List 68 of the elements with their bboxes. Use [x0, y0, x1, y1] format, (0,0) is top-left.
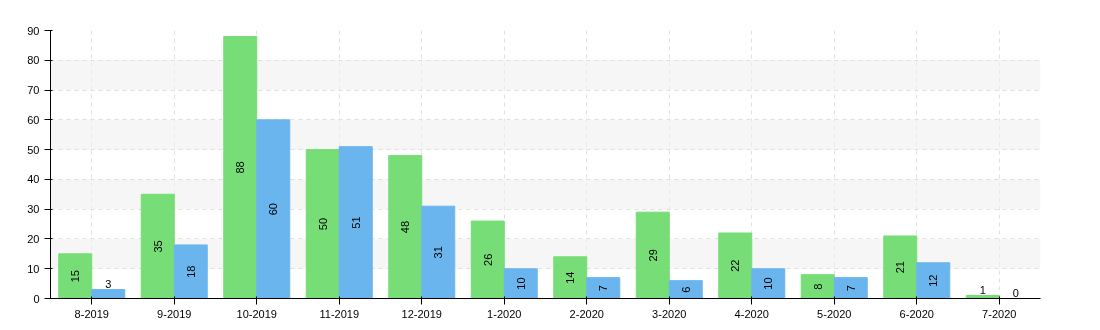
bar: [751, 268, 786, 299]
data-label: 3: [105, 277, 112, 290]
data-label: 7: [597, 285, 610, 292]
bar: [503, 268, 538, 299]
x-tick-label: 11-2019: [319, 307, 360, 320]
y-tick-label: 0: [33, 292, 40, 305]
data-label: 60: [267, 203, 280, 216]
data-label: 50: [316, 217, 329, 231]
data-label: 6: [679, 286, 692, 293]
y-tick-label: 20: [27, 232, 40, 245]
bar: [338, 146, 373, 299]
data-label: 14: [564, 271, 577, 284]
x-tick-label: 7-2020: [982, 307, 1017, 320]
data-label: 22: [729, 259, 742, 272]
x-tick-label: 1-2020: [487, 307, 522, 320]
x-tick-label: 12-2019: [401, 307, 442, 320]
bar: [256, 119, 291, 299]
y-tick-label: 50: [27, 143, 40, 156]
x-tick-label: 9-2019: [157, 307, 192, 320]
x-tick-label: 8-2019: [74, 307, 109, 320]
y-tick-label: 30: [27, 203, 40, 216]
data-label: 29: [646, 249, 659, 262]
y-tick-label: 10: [27, 262, 40, 275]
data-label: 12: [927, 274, 940, 287]
bar: [421, 205, 456, 299]
x-tick-label: 3-2020: [652, 307, 687, 320]
data-label: 48: [399, 220, 412, 234]
data-label: 26: [481, 253, 494, 266]
bar: [635, 211, 670, 299]
bar: [173, 244, 208, 299]
bar: [91, 289, 126, 299]
y-tick-label: 60: [27, 113, 40, 126]
x-tick-label: 5-2020: [817, 307, 852, 320]
bar: [470, 220, 505, 299]
data-label: 88: [234, 161, 247, 174]
bar: [553, 256, 588, 299]
bar: [718, 232, 753, 299]
data-label: 21: [894, 261, 907, 274]
y-tick-label: 70: [27, 84, 40, 97]
bar: [668, 280, 703, 299]
data-label: 8: [811, 283, 824, 290]
data-label: 15: [69, 270, 82, 283]
bar: [883, 235, 918, 299]
bar: [223, 35, 258, 299]
bar: [305, 149, 340, 299]
data-label: 35: [151, 240, 164, 253]
x-tick-label: 4-2020: [734, 307, 769, 320]
x-tick-label: 2-2020: [569, 307, 604, 320]
y-tick-label: 80: [27, 54, 40, 67]
y-tick-label: 40: [27, 173, 40, 186]
bar: [800, 274, 835, 299]
x-tick-label: 10-2019: [236, 307, 277, 320]
bar: [140, 193, 175, 299]
x-tick-label: 6-2020: [899, 307, 934, 320]
data-label: 10: [762, 277, 775, 290]
data-label: 31: [432, 246, 445, 259]
data-label: 51: [349, 216, 362, 229]
y-tick-label: 90: [27, 24, 40, 37]
data-label: 7: [844, 285, 857, 292]
bar: [586, 277, 621, 299]
bar: [58, 253, 93, 299]
data-label: 0: [1012, 286, 1019, 299]
data-label: 18: [184, 265, 197, 278]
data-label: 10: [514, 277, 527, 290]
bar: [916, 262, 951, 299]
data-label: 1: [979, 283, 986, 296]
bar: [833, 277, 868, 299]
bar: [388, 155, 423, 299]
